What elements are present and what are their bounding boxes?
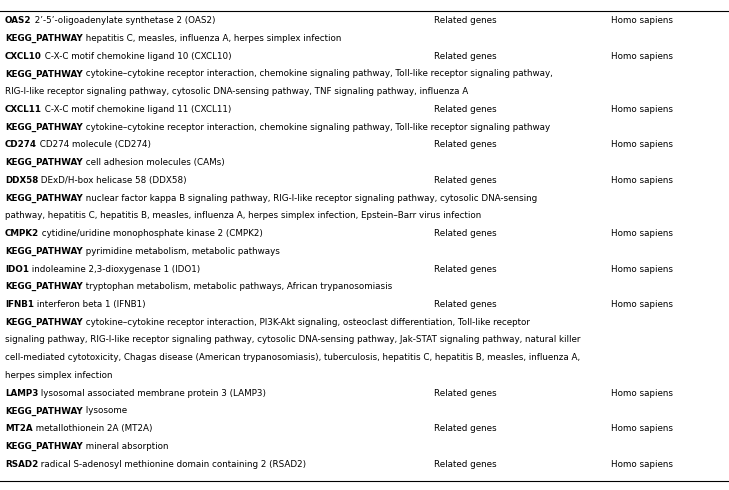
Text: Homo sapiens: Homo sapiens <box>611 176 673 185</box>
Text: Homo sapiens: Homo sapiens <box>611 229 673 238</box>
Text: Homo sapiens: Homo sapiens <box>611 105 673 114</box>
Text: IDO1: IDO1 <box>5 265 29 273</box>
Text: MT2A: MT2A <box>5 424 33 433</box>
Text: Related genes: Related genes <box>434 389 496 398</box>
Text: Related genes: Related genes <box>434 16 496 25</box>
Text: lysosomal associated membrane protein 3 (LAMP3): lysosomal associated membrane protein 3 … <box>39 389 266 398</box>
Text: Homo sapiens: Homo sapiens <box>611 140 673 149</box>
Text: Homo sapiens: Homo sapiens <box>611 300 673 309</box>
Text: DExD/H-box helicase 58 (DDX58): DExD/H-box helicase 58 (DDX58) <box>38 176 187 185</box>
Text: Related genes: Related genes <box>434 51 496 61</box>
Text: KEGG_PATHWAY: KEGG_PATHWAY <box>5 34 83 43</box>
Text: CXCL10: CXCL10 <box>5 51 42 61</box>
Text: CXCL11: CXCL11 <box>5 105 42 114</box>
Text: Homo sapiens: Homo sapiens <box>611 265 673 273</box>
Text: cell-mediated cytotoxicity, Chagas disease (American trypanosomiasis), tuberculo: cell-mediated cytotoxicity, Chagas disea… <box>5 353 580 362</box>
Text: C-X-C motif chemokine ligand 11 (CXCL11): C-X-C motif chemokine ligand 11 (CXCL11) <box>42 105 231 114</box>
Text: cytokine–cytokine receptor interaction, PI3K-Akt signaling, osteoclast different: cytokine–cytokine receptor interaction, … <box>83 318 530 327</box>
Text: cytidine/uridine monophosphate kinase 2 (CMPK2): cytidine/uridine monophosphate kinase 2 … <box>39 229 263 238</box>
Text: mineral absorption: mineral absorption <box>83 442 168 451</box>
Text: Related genes: Related genes <box>434 105 496 114</box>
Text: CD274: CD274 <box>5 140 37 149</box>
Text: RSAD2: RSAD2 <box>5 460 38 468</box>
Text: tryptophan metabolism, metabolic pathways, African trypanosomiasis: tryptophan metabolism, metabolic pathway… <box>83 282 392 291</box>
Text: cell adhesion molecules (CAMs): cell adhesion molecules (CAMs) <box>83 158 225 167</box>
Text: KEGG_PATHWAY: KEGG_PATHWAY <box>5 194 83 203</box>
Text: DDX58: DDX58 <box>5 176 38 185</box>
Text: Homo sapiens: Homo sapiens <box>611 51 673 61</box>
Text: radical S-adenosyl methionine domain containing 2 (RSAD2): radical S-adenosyl methionine domain con… <box>38 460 306 468</box>
Text: KEGG_PATHWAY: KEGG_PATHWAY <box>5 70 83 78</box>
Text: signaling pathway, RIG-I-like receptor signaling pathway, cytosolic DNA-sensing : signaling pathway, RIG-I-like receptor s… <box>5 336 580 344</box>
Text: CD274 molecule (CD274): CD274 molecule (CD274) <box>37 140 151 149</box>
Text: KEGG_PATHWAY: KEGG_PATHWAY <box>5 442 83 451</box>
Text: Related genes: Related genes <box>434 265 496 273</box>
Text: Related genes: Related genes <box>434 176 496 185</box>
Text: KEGG_PATHWAY: KEGG_PATHWAY <box>5 318 83 327</box>
Text: Related genes: Related genes <box>434 460 496 468</box>
Text: 2’-5’-oligoadenylate synthetase 2 (OAS2): 2’-5’-oligoadenylate synthetase 2 (OAS2) <box>31 16 215 25</box>
Text: IFNB1: IFNB1 <box>5 300 34 309</box>
Text: cytokine–cytokine receptor interaction, chemokine signaling pathway, Toll-like r: cytokine–cytokine receptor interaction, … <box>83 70 553 78</box>
Text: Related genes: Related genes <box>434 140 496 149</box>
Text: C-X-C motif chemokine ligand 10 (CXCL10): C-X-C motif chemokine ligand 10 (CXCL10) <box>42 51 232 61</box>
Text: Homo sapiens: Homo sapiens <box>611 460 673 468</box>
Text: CMPK2: CMPK2 <box>5 229 39 238</box>
Text: Related genes: Related genes <box>434 229 496 238</box>
Text: nuclear factor kappa B signaling pathway, RIG-I-like receptor signaling pathway,: nuclear factor kappa B signaling pathway… <box>83 194 537 202</box>
Text: interferon beta 1 (IFNB1): interferon beta 1 (IFNB1) <box>34 300 146 309</box>
Text: LAMP3: LAMP3 <box>5 389 39 398</box>
Text: Homo sapiens: Homo sapiens <box>611 389 673 398</box>
Text: KEGG_PATHWAY: KEGG_PATHWAY <box>5 158 83 167</box>
Text: Homo sapiens: Homo sapiens <box>611 424 673 433</box>
Text: KEGG_PATHWAY: KEGG_PATHWAY <box>5 247 83 256</box>
Text: pyrimidine metabolism, metabolic pathways: pyrimidine metabolism, metabolic pathway… <box>83 247 280 256</box>
Text: OAS2: OAS2 <box>5 16 31 25</box>
Text: hepatitis C, measles, influenza A, herpes simplex infection: hepatitis C, measles, influenza A, herpe… <box>83 34 341 43</box>
Text: cytokine–cytokine receptor interaction, chemokine signaling pathway, Toll-like r: cytokine–cytokine receptor interaction, … <box>83 122 550 132</box>
Text: pathway, hepatitis C, hepatitis B, measles, influenza A, herpes simplex infectio: pathway, hepatitis C, hepatitis B, measl… <box>5 211 481 220</box>
Text: herpes simplex infection: herpes simplex infection <box>5 371 112 380</box>
Text: Homo sapiens: Homo sapiens <box>611 16 673 25</box>
Text: RIG-I-like receptor signaling pathway, cytosolic DNA-sensing pathway, TNF signal: RIG-I-like receptor signaling pathway, c… <box>5 87 468 96</box>
Text: KEGG_PATHWAY: KEGG_PATHWAY <box>5 122 83 132</box>
Text: KEGG_PATHWAY: KEGG_PATHWAY <box>5 282 83 292</box>
Text: KEGG_PATHWAY: KEGG_PATHWAY <box>5 406 83 416</box>
Text: Related genes: Related genes <box>434 424 496 433</box>
Text: lysosome: lysosome <box>83 406 127 416</box>
Text: metallothionein 2A (MT2A): metallothionein 2A (MT2A) <box>33 424 152 433</box>
Text: Related genes: Related genes <box>434 300 496 309</box>
Text: indoleamine 2,3-dioxygenase 1 (IDO1): indoleamine 2,3-dioxygenase 1 (IDO1) <box>29 265 200 273</box>
